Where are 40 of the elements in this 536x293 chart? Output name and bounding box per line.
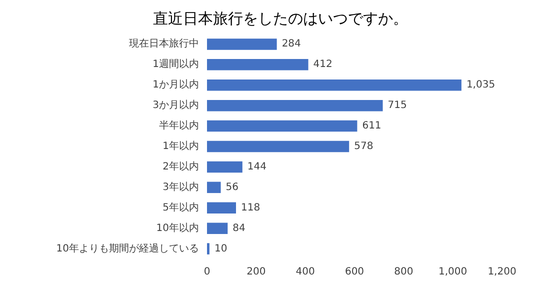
y-tick-label: 半年以内 xyxy=(159,120,199,132)
bar xyxy=(207,59,308,70)
y-tick-label: 1年以内 xyxy=(162,140,199,152)
y-tick-label: 3年以内 xyxy=(162,180,199,193)
x-tick-label: 200 xyxy=(246,266,266,278)
data-label: 284 xyxy=(282,38,301,50)
bar xyxy=(207,222,228,234)
data-label: 1,035 xyxy=(466,80,496,91)
data-label: 56 xyxy=(226,182,238,193)
y-tick-label: 10年よりも期間が経過している xyxy=(56,242,199,254)
bar xyxy=(207,140,350,152)
data-label: 84 xyxy=(232,222,246,234)
x-tick-label: 1,000 xyxy=(438,266,468,278)
data-label: 144 xyxy=(247,161,266,172)
x-tick-label: 400 xyxy=(296,266,315,278)
y-tick-label: 3か月以内 xyxy=(152,99,199,112)
y-tick-label: 2年以内 xyxy=(162,160,199,172)
bar xyxy=(207,120,358,132)
data-label: 412 xyxy=(313,59,332,70)
bar xyxy=(207,182,221,194)
y-tick-label: 1か月以内 xyxy=(152,78,199,91)
bar xyxy=(207,80,462,91)
y-tick-label: 現在日本旅行中 xyxy=(129,38,199,50)
data-label: 10 xyxy=(214,243,228,254)
data-label: 578 xyxy=(354,141,374,152)
chart-title: 直近日本旅行をしたのはいつですか。 xyxy=(153,10,408,28)
x-tick-label: 0 xyxy=(204,266,210,278)
y-tick-label: 5年以内 xyxy=(162,201,199,214)
bar xyxy=(207,38,277,50)
bar xyxy=(207,161,242,173)
x-tick-label: 1,200 xyxy=(488,266,516,278)
data-label: 118 xyxy=(241,202,260,214)
data-label: 611 xyxy=(362,120,382,132)
bar xyxy=(207,100,383,112)
x-tick-label: 600 xyxy=(344,266,364,278)
x-tick-label: 800 xyxy=(394,266,414,278)
data-label: 715 xyxy=(388,100,407,112)
y-tick-label: 10年以内 xyxy=(156,222,199,234)
bar xyxy=(207,202,236,214)
y-tick-label: 1週間以内 xyxy=(152,58,199,70)
